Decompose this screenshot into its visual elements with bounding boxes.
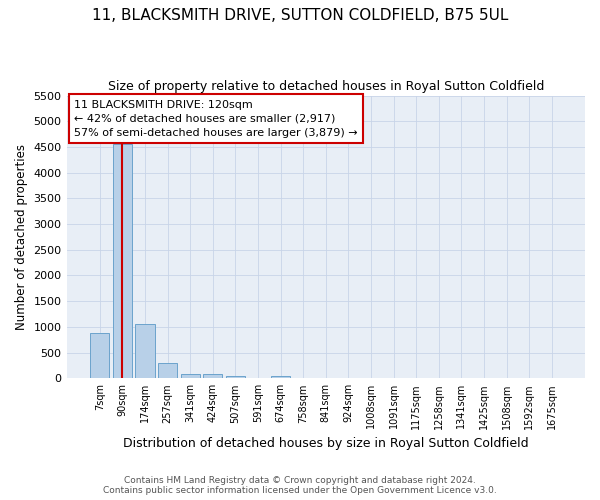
Bar [226,376,245,378]
Text: 11, BLACKSMITH DRIVE, SUTTON COLDFIELD, B75 5UL: 11, BLACKSMITH DRIVE, SUTTON COLDFIELD, … [92,8,508,22]
Bar [181,374,200,378]
Title: Size of property relative to detached houses in Royal Sutton Coldfield: Size of property relative to detached ho… [107,80,544,93]
Bar [113,144,132,378]
Y-axis label: Number of detached properties: Number of detached properties [15,144,28,330]
Bar [271,376,290,378]
Bar [203,374,223,378]
Bar [90,333,109,378]
Text: Contains HM Land Registry data © Crown copyright and database right 2024.
Contai: Contains HM Land Registry data © Crown c… [103,476,497,495]
Bar [158,364,177,378]
Bar [136,324,155,378]
X-axis label: Distribution of detached houses by size in Royal Sutton Coldfield: Distribution of detached houses by size … [123,437,529,450]
Text: 11 BLACKSMITH DRIVE: 120sqm
← 42% of detached houses are smaller (2,917)
57% of : 11 BLACKSMITH DRIVE: 120sqm ← 42% of det… [74,100,358,138]
